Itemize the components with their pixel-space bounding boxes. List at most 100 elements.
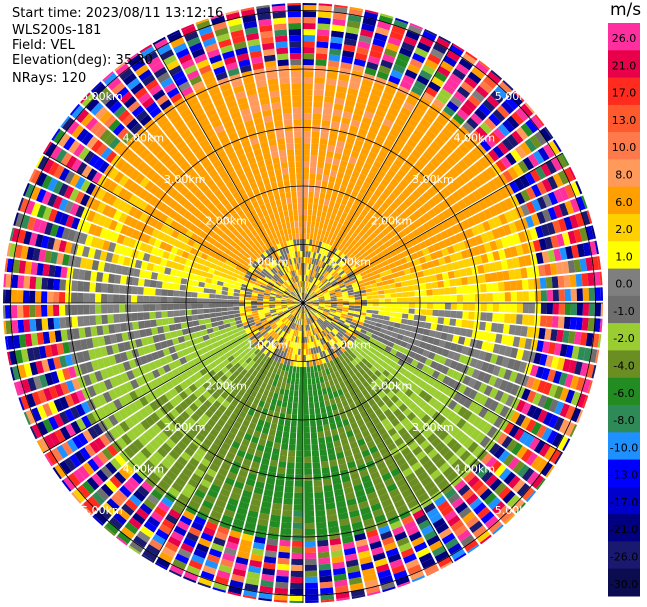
range-gate (323, 310, 330, 315)
range-gate (324, 96, 334, 104)
range-gate (396, 292, 403, 298)
range-gate (389, 558, 404, 569)
range-gate (377, 206, 386, 215)
range-gate (403, 174, 414, 184)
range-gate (304, 552, 317, 559)
range-gate (374, 482, 386, 491)
range-gate (380, 59, 393, 69)
range-gate (438, 393, 448, 404)
range-gate (419, 355, 428, 364)
range-gate (304, 510, 315, 517)
range-gate (346, 314, 354, 319)
range-gate (323, 309, 330, 313)
range-gate (322, 418, 329, 426)
range-gate (316, 173, 323, 181)
range-gate (310, 292, 316, 298)
range-gate (483, 397, 494, 409)
range-gate (410, 359, 419, 368)
range-gate (53, 317, 61, 330)
range-gate (321, 126, 330, 133)
range-gate (212, 274, 220, 281)
range-gate (305, 588, 319, 595)
range-gate (533, 440, 546, 454)
range-gate (421, 247, 430, 256)
range-gate (403, 36, 418, 47)
range-gate (569, 214, 579, 229)
range-gate (330, 294, 337, 297)
range-gate (385, 365, 394, 373)
range-gate (41, 318, 49, 331)
range-gate (303, 47, 315, 54)
range-gate (552, 220, 562, 234)
range-gate (294, 354, 298, 361)
range-gate (398, 403, 408, 413)
range-gate (440, 418, 451, 430)
range-gate (330, 260, 336, 267)
range-gate (318, 149, 326, 157)
range-gate (516, 483, 530, 497)
range-gate (548, 384, 558, 398)
range-gate (348, 195, 356, 203)
range-gate (273, 490, 284, 498)
range-gate (382, 280, 389, 286)
range-gate (309, 173, 316, 180)
range-gate (308, 289, 313, 295)
range-gate (342, 535, 354, 544)
range-gate (327, 286, 334, 291)
range-gate (375, 563, 390, 573)
range-gate (418, 206, 427, 216)
range-gate (553, 204, 563, 219)
range-gate (394, 282, 402, 288)
range-gate (411, 345, 419, 353)
range-gate (487, 179, 498, 192)
range-gate (463, 258, 471, 268)
range-gate (424, 238, 433, 247)
range-gate (332, 477, 342, 485)
range-gate (394, 399, 404, 408)
range-gate (512, 233, 521, 245)
range-gate (340, 272, 347, 278)
range-gate (455, 362, 464, 372)
range-gate (467, 94, 481, 107)
range-gate (59, 317, 67, 329)
range-gate (409, 58, 423, 69)
range-gate (371, 417, 381, 426)
range-gate (303, 100, 313, 108)
range-gate (354, 413, 362, 422)
range-gate (545, 160, 557, 175)
range-gate (372, 303, 379, 307)
range-gate (308, 310, 314, 316)
range-gate (535, 458, 548, 473)
range-gate (399, 178, 410, 188)
range-gate (357, 255, 365, 262)
range-gate (180, 278, 188, 285)
range-gate (461, 319, 469, 328)
range-gate (303, 209, 308, 216)
range-gate (303, 293, 305, 299)
range-gate (455, 344, 464, 354)
range-gate (328, 232, 334, 239)
range-gate (342, 277, 350, 282)
range-gate (393, 408, 402, 418)
range-gate (291, 558, 303, 565)
range-gate (385, 330, 393, 336)
range-gate (403, 226, 412, 235)
range-gate (446, 50, 461, 62)
range-gate (350, 381, 358, 390)
range-gate (131, 295, 138, 303)
range-gate (343, 44, 356, 53)
range-gate (525, 186, 537, 200)
range-gate (544, 126, 554, 139)
range-gate (305, 312, 308, 319)
range-gate (305, 275, 308, 282)
range-gate (23, 305, 30, 318)
range-gate (287, 401, 293, 409)
range-gate (444, 537, 459, 550)
range-gate (209, 303, 216, 308)
range-gate (89, 282, 96, 293)
range-gate (467, 320, 475, 329)
range-gate (349, 176, 358, 184)
range-gate (216, 280, 224, 286)
range-gate (299, 384, 303, 391)
range-gate (462, 155, 473, 168)
